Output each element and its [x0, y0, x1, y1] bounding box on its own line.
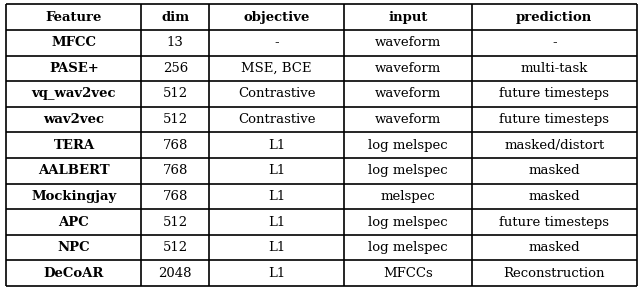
Text: waveform: waveform	[375, 88, 441, 101]
Text: dim: dim	[161, 11, 189, 24]
Text: 13: 13	[167, 36, 184, 49]
Text: waveform: waveform	[375, 62, 441, 75]
Text: prediction: prediction	[516, 11, 593, 24]
Text: multi-task: multi-task	[520, 62, 588, 75]
Text: 768: 768	[163, 139, 188, 152]
Text: waveform: waveform	[375, 113, 441, 126]
Text: masked: masked	[529, 241, 580, 254]
Text: 512: 512	[163, 113, 188, 126]
Text: 512: 512	[163, 241, 188, 254]
Text: log melspec: log melspec	[368, 139, 448, 152]
Text: L1: L1	[268, 216, 285, 229]
Text: 768: 768	[163, 164, 188, 177]
Text: Mockingjay: Mockingjay	[31, 190, 116, 203]
Text: L1: L1	[268, 190, 285, 203]
Text: Contrastive: Contrastive	[238, 113, 316, 126]
Text: APC: APC	[59, 216, 90, 229]
Text: future timesteps: future timesteps	[499, 88, 609, 101]
Text: MFCC: MFCC	[51, 36, 97, 49]
Text: MFCCs: MFCCs	[383, 267, 433, 280]
Text: vq_wav2vec: vq_wav2vec	[32, 88, 116, 101]
Text: L1: L1	[268, 267, 285, 280]
Text: DeCoAR: DeCoAR	[44, 267, 104, 280]
Text: -: -	[552, 36, 557, 49]
Text: AALBERT: AALBERT	[38, 164, 109, 177]
Text: L1: L1	[268, 241, 285, 254]
Text: 768: 768	[163, 190, 188, 203]
Text: Reconstruction: Reconstruction	[504, 267, 605, 280]
Text: log melspec: log melspec	[368, 241, 448, 254]
Text: L1: L1	[268, 139, 285, 152]
Text: log melspec: log melspec	[368, 216, 448, 229]
Text: PASE+: PASE+	[49, 62, 99, 75]
Text: Feature: Feature	[45, 11, 102, 24]
Text: NPC: NPC	[58, 241, 90, 254]
Text: 256: 256	[163, 62, 188, 75]
Text: future timesteps: future timesteps	[499, 216, 609, 229]
Text: melspec: melspec	[381, 190, 435, 203]
Text: log melspec: log melspec	[368, 164, 448, 177]
Text: MSE, BCE: MSE, BCE	[241, 62, 312, 75]
Text: input: input	[388, 11, 428, 24]
Text: 512: 512	[163, 88, 188, 101]
Text: masked/distort: masked/distort	[504, 139, 604, 152]
Text: 2048: 2048	[159, 267, 192, 280]
Text: masked: masked	[529, 164, 580, 177]
Text: masked: masked	[529, 190, 580, 203]
Text: objective: objective	[243, 11, 310, 24]
Text: TERA: TERA	[53, 139, 95, 152]
Text: wav2vec: wav2vec	[44, 113, 104, 126]
Text: Contrastive: Contrastive	[238, 88, 316, 101]
Text: waveform: waveform	[375, 36, 441, 49]
Text: -: -	[275, 36, 279, 49]
Text: 512: 512	[163, 216, 188, 229]
Text: future timesteps: future timesteps	[499, 113, 609, 126]
Text: L1: L1	[268, 164, 285, 177]
